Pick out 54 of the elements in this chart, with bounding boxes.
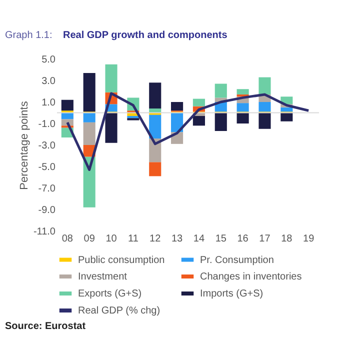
bar	[236, 112, 249, 124]
source-note: Source: Eurostat	[5, 321, 86, 332]
legend-label: Public consumption	[78, 254, 165, 266]
x-tick-label: 13	[171, 234, 184, 244]
x-tick-label: 17	[259, 234, 271, 244]
bar	[105, 64, 118, 92]
bar	[258, 77, 271, 94]
bar	[61, 100, 74, 111]
legend-label: Exports (G+S)	[78, 288, 142, 300]
x-tick-label: 18	[281, 234, 293, 244]
legend-label: Pr. Consumption	[200, 254, 274, 266]
x-tick-label: 11	[128, 234, 139, 244]
bar	[280, 107, 293, 112]
bar	[258, 112, 271, 129]
y-tick-label: -3.0	[38, 140, 56, 152]
bar	[83, 122, 96, 145]
bar	[171, 102, 184, 111]
bar	[149, 114, 162, 139]
bar	[236, 103, 249, 112]
chart-title: Real GDP growth and components	[63, 30, 228, 41]
y-axis-title: Percentage points	[18, 100, 30, 190]
legend-label: Changes in inventories	[200, 272, 302, 282]
y-tick-label: 3.0	[42, 76, 56, 87]
legend-label: Imports (G+S)	[200, 288, 264, 300]
x-tick-label: 10	[106, 234, 118, 244]
y-tick-label: -5.0	[38, 162, 56, 173]
y-tick-label: -11.0	[33, 226, 56, 238]
bar	[236, 89, 249, 94]
x-tick-label: 08	[62, 234, 74, 244]
x-tick-label: 19	[303, 234, 315, 244]
chart-subtitle: Graph 1.1:	[5, 30, 52, 41]
x-tick-label: 14	[193, 234, 205, 244]
bar	[192, 98, 205, 106]
y-tick-label: -7.0	[38, 184, 56, 194]
bar	[83, 112, 96, 122]
y-tick-label: 1.0	[42, 98, 56, 108]
bar	[105, 112, 118, 143]
bar	[83, 72, 96, 112]
line-series	[66, 92, 310, 171]
x-tick-label: 12	[150, 234, 162, 244]
y-tick-label: -9.0	[38, 205, 56, 216]
x-tick-label: 15	[215, 234, 227, 244]
y-tick-label: -1.0	[38, 119, 56, 130]
bar	[214, 84, 227, 98]
bar	[149, 162, 162, 176]
bar	[214, 112, 227, 132]
bar	[192, 116, 205, 126]
x-tick-label: 16	[237, 234, 249, 244]
bar	[258, 102, 271, 112]
legend-label: Real GDP (% chg)	[78, 306, 160, 316]
bar	[149, 82, 162, 108]
legend-label: Investment	[78, 272, 128, 282]
x-tick-label: 09	[84, 234, 96, 244]
y-tick-label: 5.0	[42, 54, 56, 66]
